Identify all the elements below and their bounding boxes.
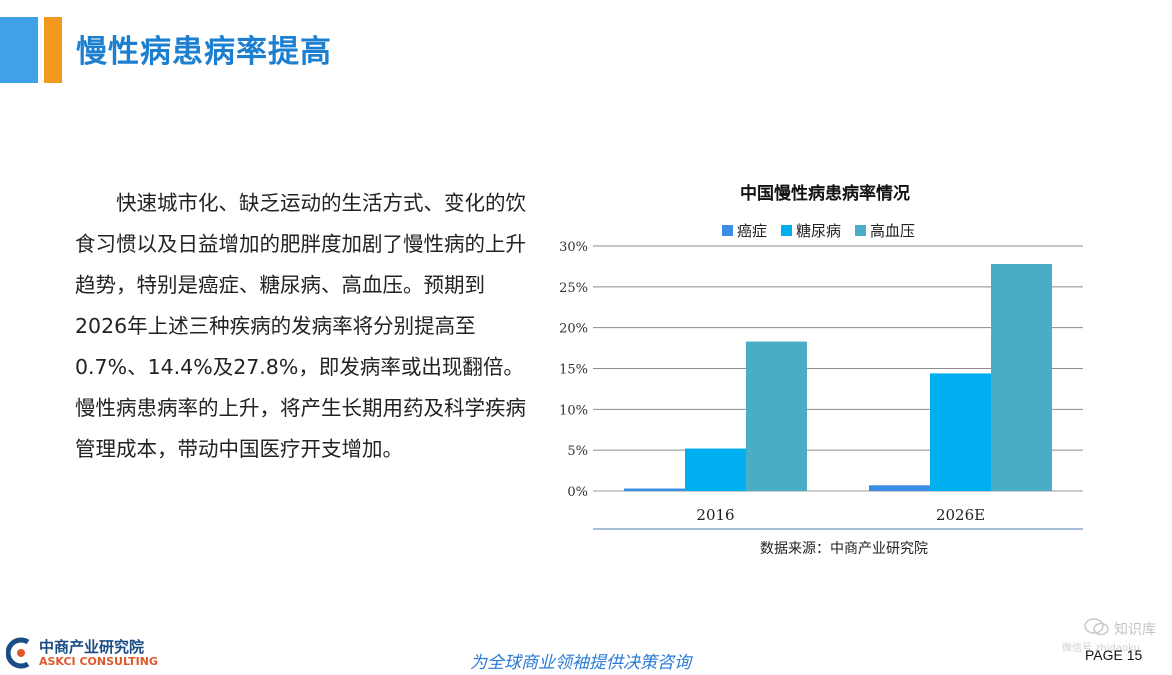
legend-swatch bbox=[855, 225, 866, 236]
chart-container: 中国慢性病患病率情况 癌症 糖尿病 高血压 0% 5% 10% 15% 20% 25% 30% … bbox=[545, 175, 1095, 565]
chart-title: 中国慢性病患病率情况 bbox=[740, 183, 910, 204]
bar-糖尿病-2016 bbox=[685, 448, 746, 491]
watermark: 知识库 微信号 zhidaoku bbox=[1062, 617, 1162, 657]
chart-legend: 癌症 糖尿病 高血压 bbox=[722, 222, 915, 240]
bar-癌症-2026E bbox=[869, 485, 930, 491]
y-tick-label: 15% bbox=[559, 363, 588, 378]
logo-text-en: ASKCI CONSULTING bbox=[39, 655, 158, 668]
legend-label: 糖尿病 bbox=[796, 222, 841, 240]
body-paragraph-text: 快速城市化、缺乏运动的生活方式、变化的饮食习惯以及日益增加的肥胖度加剧了慢性病的… bbox=[75, 191, 526, 461]
footer-slogan: 为全球商业领袖提供决策咨询 bbox=[470, 653, 691, 673]
x-axis-ticks: 2016 2026E bbox=[696, 506, 985, 524]
page-number: PAGE 15 bbox=[1085, 647, 1143, 663]
chart-source: 数据来源：中商产业研究院 bbox=[760, 541, 928, 557]
legend-swatch bbox=[781, 225, 792, 236]
y-tick-label: 25% bbox=[559, 281, 588, 296]
y-tick-label: 5% bbox=[567, 444, 588, 459]
legend-label: 高血压 bbox=[870, 222, 915, 240]
watermark-subtext: 微信号 zhidaoku bbox=[1062, 643, 1140, 654]
y-tick-label: 0% bbox=[567, 485, 588, 500]
wechat-icon bbox=[1084, 618, 1109, 636]
chart-gridlines bbox=[593, 245, 1083, 492]
title-accent-bar-orange bbox=[44, 17, 62, 83]
y-tick-label: 10% bbox=[559, 403, 588, 418]
bar-chart: 中国慢性病患病率情况 癌症 糖尿病 高血压 0%5%10%15%20%25%30% … bbox=[559, 183, 1083, 557]
bar-糖尿病-2026E bbox=[930, 373, 991, 491]
x-tick-label: 2016 bbox=[696, 506, 734, 524]
company-logo: 中商产业研究院 ASKCI CONSULTING bbox=[6, 634, 176, 672]
legend-swatch bbox=[722, 225, 733, 236]
bar-癌症-2016 bbox=[624, 488, 685, 491]
body-paragraph: 快速城市化、缺乏运动的生活方式、变化的饮食习惯以及日益增加的肥胖度加剧了慢性病的… bbox=[75, 183, 527, 470]
bar-高血压-2016 bbox=[746, 341, 807, 491]
watermark-text: 知识库 bbox=[1114, 622, 1156, 638]
legend-label: 癌症 bbox=[737, 222, 767, 240]
title-accent-bar-blue bbox=[0, 17, 38, 83]
y-tick-label: 20% bbox=[559, 322, 588, 337]
x-tick-label: 2026E bbox=[936, 506, 985, 524]
y-tick-label: 30% bbox=[559, 240, 588, 255]
page-title: 慢性病患病率提高 bbox=[76, 34, 332, 70]
logo-text-cn: 中商产业研究院 bbox=[39, 638, 145, 656]
y-axis-ticks: 0% 5% 10% 15% 20% 25% 30% bbox=[559, 240, 588, 500]
chart-bars bbox=[624, 263, 1052, 491]
bar-高血压-2026E bbox=[991, 263, 1052, 491]
logo-mark-icon bbox=[6, 637, 30, 669]
